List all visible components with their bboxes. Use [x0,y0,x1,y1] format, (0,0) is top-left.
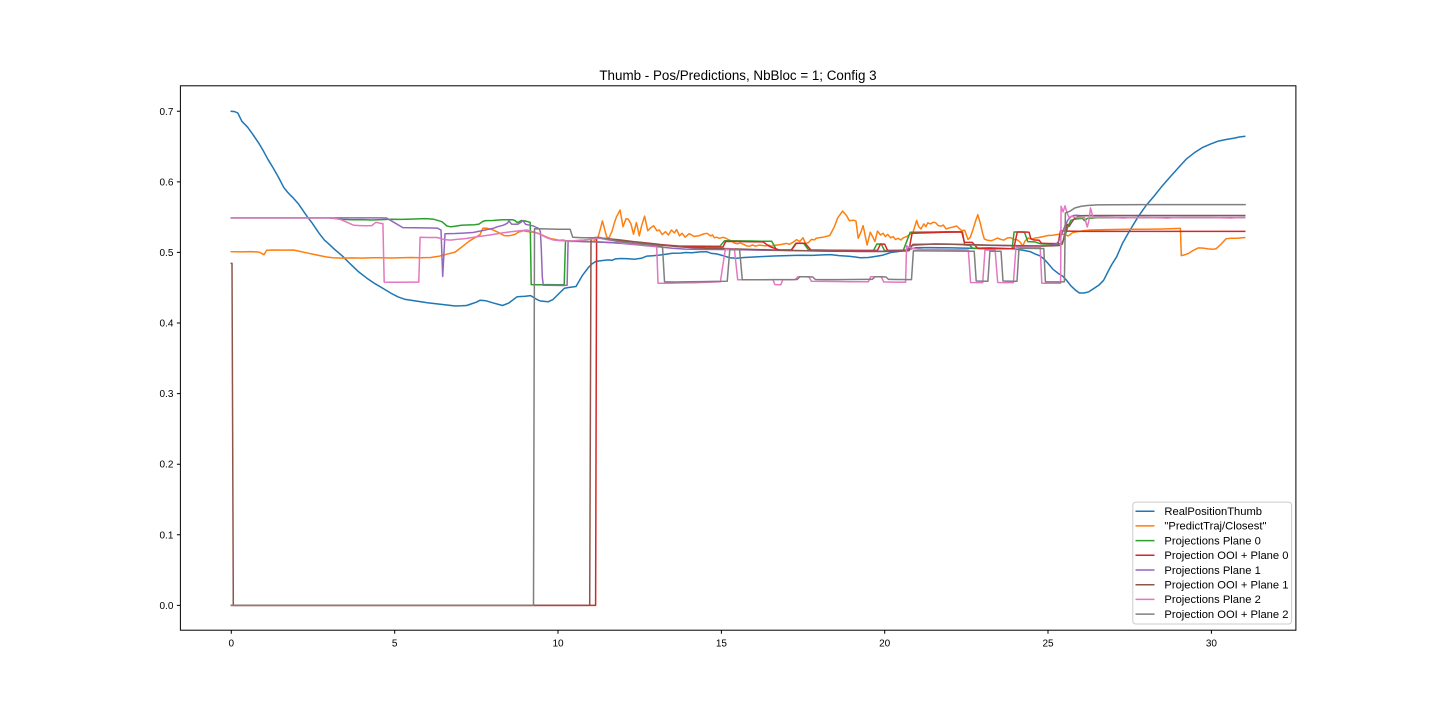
svg-text:10: 10 [552,639,564,650]
svg-text:Projection OOI + Plane 2: Projection OOI + Plane 2 [1164,609,1288,621]
svg-text:Projection OOI + Plane 1: Projection OOI + Plane 1 [1164,580,1288,592]
svg-text:0.3: 0.3 [159,389,173,400]
svg-text:30: 30 [1206,639,1218,650]
svg-text:0.4: 0.4 [159,319,173,330]
svg-text:Projections Plane 2: Projections Plane 2 [1164,594,1260,606]
svg-text:5: 5 [392,639,398,650]
svg-text:0.1: 0.1 [159,530,173,541]
svg-text:0: 0 [229,639,235,650]
svg-text:RealPositionThumb: RealPositionThumb [1164,506,1262,518]
svg-text:25: 25 [1042,639,1054,650]
svg-text:0.6: 0.6 [159,177,173,188]
svg-text:0.0: 0.0 [159,601,173,612]
svg-text:Projections Plane 0: Projections Plane 0 [1164,535,1260,547]
svg-text:0.2: 0.2 [159,460,173,471]
svg-text:Thumb - Pos/Predictions, NbBlo: Thumb - Pos/Predictions, NbBloc = 1; Con… [599,68,876,83]
svg-text:"PredictTraj/Closest": "PredictTraj/Closest" [1164,521,1266,533]
svg-text:Projections Plane 1: Projections Plane 1 [1164,565,1260,577]
svg-text:20: 20 [879,639,891,650]
svg-text:0.5: 0.5 [159,248,173,259]
svg-text:Projection OOI + Plane 0: Projection OOI + Plane 0 [1164,550,1288,562]
svg-text:0.7: 0.7 [159,107,173,118]
svg-text:15: 15 [716,639,728,650]
